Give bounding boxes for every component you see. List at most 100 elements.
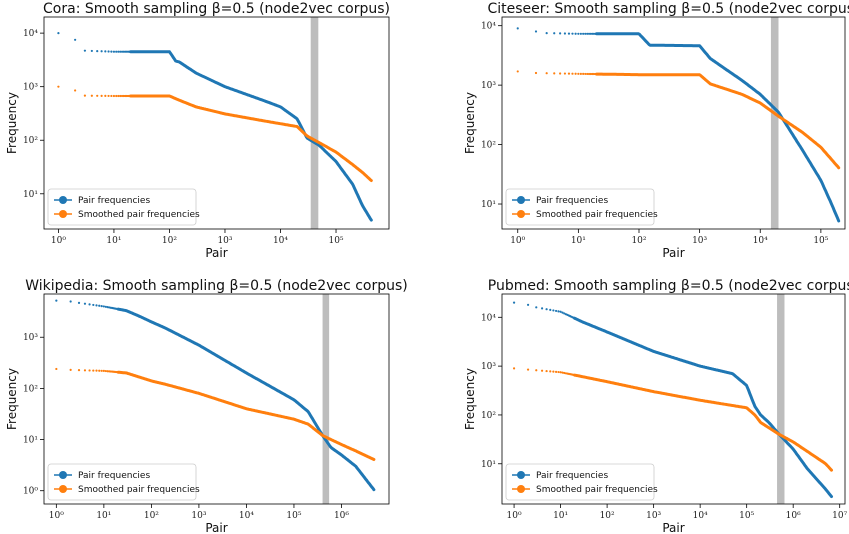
legend-label: Smoothed pair frequencies — [536, 210, 658, 220]
data-point — [563, 32, 567, 35]
legend: Pair frequencies Smoothed pair frequencie… — [505, 188, 658, 226]
data-point — [545, 369, 548, 373]
data-point — [112, 94, 116, 98]
data-point — [561, 371, 564, 374]
data-point — [96, 94, 99, 97]
x-tick-label: 10² — [144, 511, 159, 521]
data-point — [589, 72, 592, 76]
x-tick-label: 10⁶ — [786, 511, 801, 521]
legend-swatch-marker — [59, 196, 67, 204]
data-point — [104, 305, 107, 308]
data-point — [552, 370, 555, 373]
x-tick-label: 10⁰ — [507, 511, 522, 521]
data-point — [98, 369, 101, 372]
data-point — [571, 72, 574, 75]
plot-frame — [501, 16, 846, 230]
data-point — [110, 50, 113, 53]
data-point — [526, 303, 530, 306]
data-point — [586, 32, 589, 35]
data-point — [559, 371, 562, 374]
x-tick-label: 10⁰ — [49, 511, 64, 521]
data-point — [567, 72, 571, 75]
data-point — [535, 306, 538, 309]
data-point — [586, 72, 589, 76]
data-point — [545, 32, 548, 35]
data-point — [92, 303, 95, 307]
x-tick-label: 10² — [631, 236, 646, 246]
plot-frame — [43, 16, 390, 230]
x-tick-label: 10⁵ — [739, 511, 754, 521]
data-point — [571, 32, 574, 35]
data-point — [83, 369, 87, 372]
data-point — [83, 94, 87, 97]
y-tick-label: 10¹ — [23, 436, 38, 446]
data-point — [579, 72, 582, 75]
data-point — [102, 305, 105, 308]
data-point — [102, 369, 105, 372]
data-point — [122, 94, 125, 98]
data-point — [69, 368, 72, 371]
y-tick-label: 10² — [481, 411, 496, 421]
x-axis-label: Pair — [205, 246, 227, 260]
y-tick-label: 10⁴ — [481, 313, 496, 323]
legend-swatch-marker — [59, 210, 67, 218]
x-tick-label: 10⁴ — [273, 236, 288, 246]
x-tick-label: 10⁰ — [51, 236, 66, 246]
y-tick-label: 10² — [23, 136, 38, 146]
data-point — [557, 310, 560, 313]
y-tick-label: 10⁴ — [23, 29, 38, 39]
highlight-band — [770, 17, 779, 229]
x-tick-label: 10⁶ — [334, 511, 349, 521]
data-point — [96, 50, 99, 53]
chart-panel-1: 10⁰ 10¹ 10² 10³ 10⁴ 10⁵ 10¹ 10² 10³ 10⁴ Citeseer: … — [463, 1, 849, 260]
data-point — [554, 370, 558, 373]
data-point — [516, 70, 519, 73]
data-point — [587, 72, 591, 76]
data-point — [83, 49, 87, 52]
x-tick-label: 10⁴ — [753, 236, 768, 246]
data-point — [545, 72, 548, 75]
data-point — [574, 32, 577, 35]
y-tick-label: 10³ — [481, 362, 496, 372]
data-point — [104, 94, 107, 97]
legend-label: Smoothed pair frequencies — [78, 485, 200, 495]
x-tick-label: 10³ — [191, 511, 206, 521]
y-tick-label: 10² — [23, 384, 38, 394]
data-point — [55, 367, 58, 371]
legend-box — [47, 188, 197, 226]
data-point — [117, 50, 120, 53]
x-tick-label: 10⁵ — [328, 236, 343, 246]
x-tick-label: 10⁴ — [693, 511, 708, 521]
highlight-band — [322, 294, 330, 504]
data-point — [584, 72, 587, 76]
data-point — [112, 50, 116, 53]
data-point — [591, 32, 594, 35]
data-point — [526, 368, 530, 371]
data-point — [95, 369, 98, 372]
series-curve — [595, 72, 841, 170]
series-curve — [573, 316, 833, 499]
y-axis-label: Frequency — [5, 368, 19, 430]
y-tick-label: 10⁴ — [481, 22, 496, 32]
data-point — [557, 370, 560, 374]
legend-label: Pair frequencies — [536, 471, 608, 481]
series-pair — [512, 301, 833, 499]
series-pair — [57, 32, 373, 222]
data-point — [119, 50, 122, 53]
series-pair — [55, 299, 376, 492]
x-tick-label: 10¹ — [553, 511, 568, 521]
data-point — [120, 94, 124, 98]
data-point — [74, 38, 77, 41]
data-point — [534, 71, 538, 75]
y-tick-label: 10³ — [23, 83, 38, 93]
chart-panel-2: 10⁰ 10¹ 10² 10³ 10⁴ 10⁵ 10⁶ 10⁰ 10¹ 10² 10³ Wikiped… — [5, 278, 408, 534]
legend: Pair frequencies Smoothed pair frequencie… — [47, 463, 200, 501]
data-point — [55, 299, 58, 302]
data-point — [90, 49, 93, 53]
data-point — [553, 72, 556, 75]
legend-label: Pair frequencies — [78, 196, 150, 206]
data-point — [115, 50, 118, 53]
chart-title: Citeseer: Smooth sampling β=0.5 (node2ve… — [487, 1, 849, 17]
legend-label: Pair frequencies — [536, 196, 608, 206]
